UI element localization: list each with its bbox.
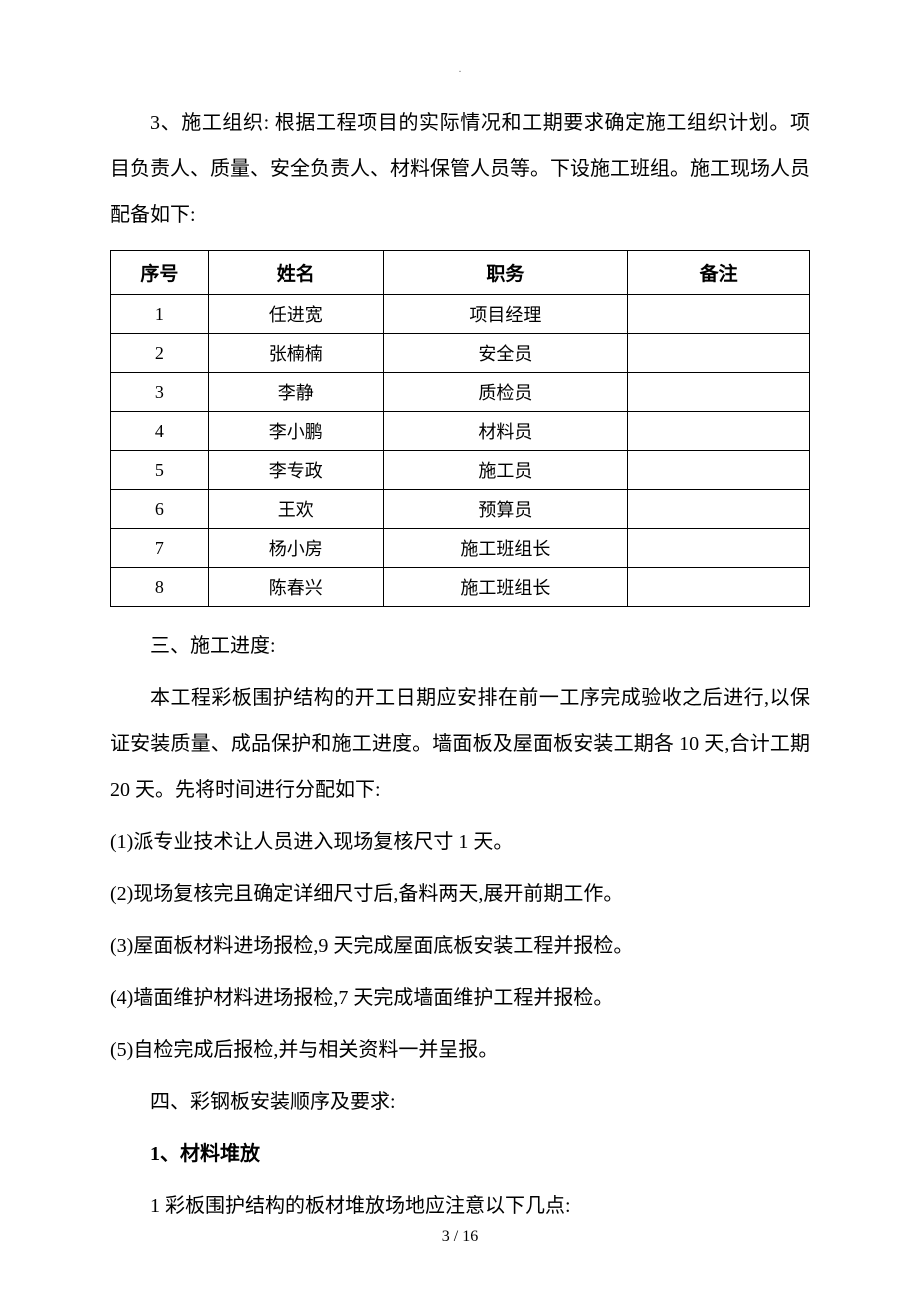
section4-title: 四、彩钢板安装顺序及要求: (110, 1079, 810, 1125)
table-row: 4 李小鹏 材料员 (111, 412, 810, 451)
cell-role: 施工班组长 (383, 568, 628, 607)
cell-role: 项目经理 (383, 295, 628, 334)
cell-note (628, 295, 810, 334)
list-item-4: (4)墙面维护材料进场报检,7 天完成墙面维护工程并报检。 (110, 975, 810, 1021)
cell-name: 任进宽 (208, 295, 383, 334)
th-name: 姓名 (208, 251, 383, 295)
cell-note (628, 529, 810, 568)
cell-num: 1 (111, 295, 209, 334)
cell-name: 张楠楠 (208, 334, 383, 373)
sub1-body: 1 彩板围护结构的板材堆放场地应注意以下几点: (110, 1183, 810, 1229)
table-row: 3 李静 质检员 (111, 373, 810, 412)
header-dot: . (459, 64, 462, 75)
cell-num: 8 (111, 568, 209, 607)
cell-name: 李专政 (208, 451, 383, 490)
cell-num: 3 (111, 373, 209, 412)
table-row: 7 杨小房 施工班组长 (111, 529, 810, 568)
list-item-1: (1)派专业技术让人员进入现场复核尺寸 1 天。 (110, 819, 810, 865)
cell-note (628, 490, 810, 529)
cell-num: 6 (111, 490, 209, 529)
cell-num: 4 (111, 412, 209, 451)
th-role: 职务 (383, 251, 628, 295)
cell-note (628, 412, 810, 451)
list-item-3: (3)屋面板材料进场报检,9 天完成屋面底板安装工程并报检。 (110, 923, 810, 969)
document-body: 3、施工组织: 根据工程项目的实际情况和工期要求确定施工组织计划。项目负责人、质… (110, 100, 810, 1229)
cell-num: 5 (111, 451, 209, 490)
table-row: 2 张楠楠 安全员 (111, 334, 810, 373)
cell-name: 李小鹏 (208, 412, 383, 451)
cell-note (628, 373, 810, 412)
table-row: 5 李专政 施工员 (111, 451, 810, 490)
table-row: 8 陈春兴 施工班组长 (111, 568, 810, 607)
table-row: 1 任进宽 项目经理 (111, 295, 810, 334)
cell-num: 2 (111, 334, 209, 373)
cell-note (628, 334, 810, 373)
cell-role: 材料员 (383, 412, 628, 451)
list-item-5: (5)自检完成后报检,并与相关资料一并呈报。 (110, 1027, 810, 1073)
cell-num: 7 (111, 529, 209, 568)
th-seq: 序号 (111, 251, 209, 295)
cell-name: 王欢 (208, 490, 383, 529)
cell-role: 预算员 (383, 490, 628, 529)
table-row: 6 王欢 预算员 (111, 490, 810, 529)
cell-role: 安全员 (383, 334, 628, 373)
cell-role: 施工员 (383, 451, 628, 490)
section3-body: 本工程彩板围护结构的开工日期应安排在前一工序完成验收之后进行,以保证安装质量、成… (110, 675, 810, 813)
cell-role: 施工班组长 (383, 529, 628, 568)
section3-title: 三、施工进度: (110, 623, 810, 669)
page-number: 3 / 16 (0, 1228, 920, 1246)
list-item-2: (2)现场复核完且确定详细尺寸后,备料两天,展开前期工作。 (110, 871, 810, 917)
table-header-row: 序号 姓名 职务 备注 (111, 251, 810, 295)
cell-name: 李静 (208, 373, 383, 412)
intro-paragraph: 3、施工组织: 根据工程项目的实际情况和工期要求确定施工组织计划。项目负责人、质… (110, 100, 810, 238)
th-note: 备注 (628, 251, 810, 295)
sub1-title: 1、材料堆放 (110, 1131, 810, 1177)
cell-name: 杨小房 (208, 529, 383, 568)
table-body: 1 任进宽 项目经理 2 张楠楠 安全员 3 李静 质检员 4 李小鹏 材料员 (111, 295, 810, 607)
cell-note (628, 451, 810, 490)
cell-note (628, 568, 810, 607)
staff-table: 序号 姓名 职务 备注 1 任进宽 项目经理 2 张楠楠 安全员 3 李静 (110, 250, 810, 607)
cell-role: 质检员 (383, 373, 628, 412)
cell-name: 陈春兴 (208, 568, 383, 607)
